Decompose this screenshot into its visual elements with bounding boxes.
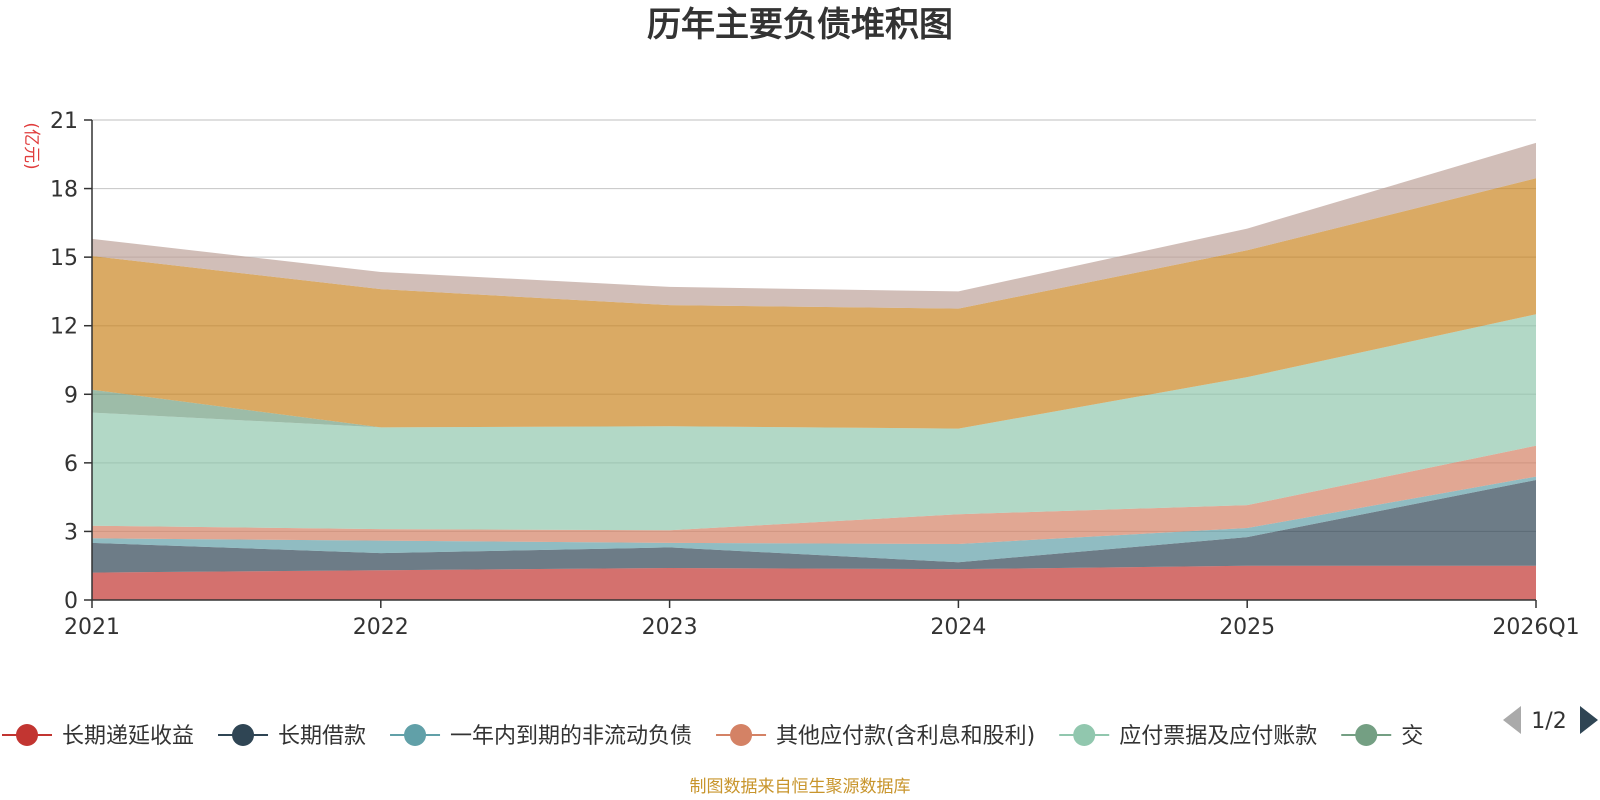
legend-next-icon[interactable] xyxy=(1580,706,1598,734)
area-series-7[interactable] xyxy=(92,178,1536,429)
y-axis-unit: (亿元) xyxy=(21,122,41,169)
legend-marker-icon xyxy=(16,724,38,746)
y-tick-label: 15 xyxy=(50,246,78,271)
area-series-5[interactable] xyxy=(92,314,1536,531)
legend-page-indicator: 1/2 xyxy=(1531,709,1566,734)
legend-pager[interactable]: 1/2 xyxy=(1503,706,1598,734)
y-tick-label: 9 xyxy=(64,383,78,408)
legend-item-3[interactable]: 一年内到期的非流动负债 xyxy=(390,724,692,749)
legend-label: 长期借款 xyxy=(278,724,366,749)
x-tick-label: 2022 xyxy=(353,615,409,640)
plot-areas xyxy=(92,142,1536,600)
y-tick-label: 12 xyxy=(50,315,78,340)
legend-item-5[interactable]: 应付票据及应付账款 xyxy=(1059,724,1317,749)
data-source-note: 制图数据来自恒生聚源数据库 xyxy=(690,777,911,797)
x-tick-label: 2024 xyxy=(930,615,986,640)
legend-marker-icon xyxy=(730,724,753,746)
legend-label: 交 xyxy=(1401,724,1423,749)
legend-prev-icon[interactable] xyxy=(1503,706,1521,734)
x-tick-label: 2021 xyxy=(64,615,120,640)
legend-marker-icon xyxy=(232,724,255,746)
y-tick-label: 18 xyxy=(50,178,78,203)
legend-marker-icon xyxy=(404,724,427,746)
x-tick-label: 2025 xyxy=(1219,615,1275,640)
y-tick-label: 3 xyxy=(64,520,78,545)
x-tick-label: 2023 xyxy=(642,615,698,640)
legend-label: 应付票据及应付账款 xyxy=(1119,724,1317,749)
legend-label: 长期递延收益 xyxy=(62,724,194,749)
area-series-1[interactable] xyxy=(92,565,1536,600)
legend-marker-icon xyxy=(1073,724,1096,746)
legend-item-4[interactable]: 其他应付款(含利息和股利) xyxy=(716,724,1035,749)
legend[interactable]: 长期递延收益 长期借款 一年内到期的非流动负债 其他应付款(含利息和股利) 应付票据及应… xyxy=(2,724,1423,749)
y-tick-label: 21 xyxy=(50,109,78,134)
legend-item-6[interactable]: 交 xyxy=(1341,724,1423,749)
chart-title: 历年主要负债堆积图 xyxy=(647,5,953,45)
y-tick-label: 0 xyxy=(64,589,78,614)
legend-item-2[interactable]: 长期借款 xyxy=(218,724,366,749)
axes: 0 3 6 9 12 15 18 21 2021 2022 2023 2024 2025 2026Q1 xyxy=(50,109,1580,640)
x-tick-label: 2026Q1 xyxy=(1492,615,1579,640)
legend-marker-icon xyxy=(1355,724,1378,746)
area-series-4[interactable] xyxy=(92,445,1536,544)
legend-item-1[interactable]: 长期递延收益 xyxy=(2,724,194,749)
legend-label: 其他应付款(含利息和股利) xyxy=(776,724,1035,749)
area-series-6[interactable] xyxy=(92,314,1536,429)
area-series-3[interactable] xyxy=(92,476,1536,563)
legend-label: 一年内到期的非流动负债 xyxy=(450,724,692,749)
y-tick-label: 6 xyxy=(64,452,78,477)
area-series-2[interactable] xyxy=(92,480,1536,573)
